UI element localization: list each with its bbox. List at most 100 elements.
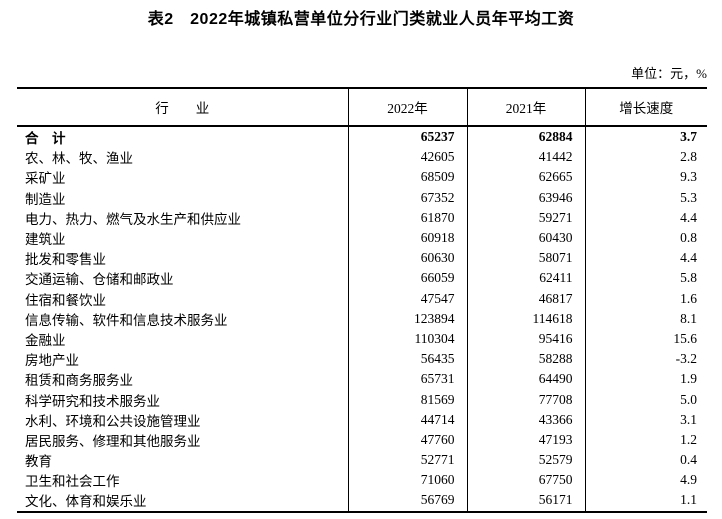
table-row: 交通运输、仓储和邮政业 66059 62411 5.8 [17, 268, 707, 289]
industry-cell: 居民服务、修理和其他服务业 [17, 429, 349, 450]
value-2021-cell: 46817 [467, 288, 586, 309]
table-row: 租赁和商务服务业 65731 64490 1.9 [17, 369, 707, 390]
growth-rate-cell: 4.4 [680, 209, 697, 225]
growth-rate-cell: 0.8 [680, 230, 697, 246]
value-2021-cell: 56171 [467, 490, 586, 512]
value-2021-cell: 41442 [467, 147, 586, 168]
table-row: 批发和零售业 60630 58071 4.4 [17, 248, 707, 269]
value-2021-cell: 47193 [467, 429, 586, 450]
value-2022-cell: 56435 [348, 349, 468, 370]
value-2022-cell: 68509 [348, 167, 468, 188]
value-2022-cell: 56769 [348, 490, 468, 512]
table-row: 房地产业 56435 58288 -3.2 [17, 349, 707, 370]
industry-cell: 合 计 [17, 126, 349, 148]
value-2022-cell: 60918 [348, 227, 468, 249]
value-2021-cell: 43366 [467, 409, 586, 430]
industry-cell: 建筑业 [17, 227, 349, 249]
growth-rate-cell: 3.1 [680, 411, 697, 427]
value-2022-cell: 44714 [348, 409, 468, 430]
value-2022-cell: 65237 [348, 126, 468, 148]
growth-rate-cell: 3.7 [680, 129, 697, 145]
growth-rate-cell: 5.3 [680, 189, 697, 205]
table-row: 农、林、牧、渔业 42605 41442 2.8 [17, 147, 707, 168]
growth-rate-cell: 9.3 [680, 169, 697, 185]
value-2022-cell: 65731 [348, 369, 468, 390]
industry-cell: 农、林、牧、渔业 [17, 147, 349, 168]
industry-cell: 住宿和餐饮业 [17, 288, 349, 309]
table-row: 水利、环境和公共设施管理业 44714 43366 3.1 [17, 409, 707, 430]
table-row: 金融业 110304 95416 15.6 [17, 328, 707, 350]
value-2022-cell: 47547 [348, 288, 468, 309]
industry-cell: 租赁和商务服务业 [17, 369, 349, 390]
column-header-2021: 2021年 [467, 88, 586, 126]
value-2021-cell: 67750 [467, 470, 586, 491]
growth-rate-cell: 5.8 [680, 270, 697, 286]
industry-cell: 电力、热力、燃气及水生产和供应业 [17, 207, 349, 228]
growth-rate-cell: 0.4 [680, 452, 697, 468]
table-header: 行 业 2022年 2021年 增长速度 [17, 88, 707, 126]
table-row: 制造业 67352 63946 5.3 [17, 187, 707, 208]
value-2021-cell: 95416 [467, 328, 586, 350]
industry-cell: 科学研究和技术服务业 [17, 389, 349, 410]
column-header-industry: 行 业 [17, 88, 349, 126]
table-row: 建筑业 60918 60430 0.8 [17, 227, 707, 249]
table-row: 电力、热力、燃气及水生产和供应业 61870 59271 4.4 [17, 207, 707, 228]
industry-cell: 金融业 [17, 328, 349, 350]
growth-rate-cell: 2.8 [680, 149, 697, 165]
value-2021-cell: 59271 [467, 207, 586, 228]
table-row: 采矿业 68509 62665 9.3 [17, 167, 707, 188]
value-2022-cell: 71060 [348, 470, 468, 491]
industry-cell: 制造业 [17, 187, 349, 208]
table-row: 卫生和社会工作 71060 67750 4.9 [17, 470, 707, 491]
value-2021-cell: 52579 [467, 450, 586, 471]
value-2022-cell: 42605 [348, 147, 468, 168]
page-title: 表2 2022年城镇私营单位分行业门类就业人员年平均工资 [147, 11, 575, 28]
wage-table: 行 业 2022年 2021年 增长速度 合 计 65237 62884 3.7 农、林、牧、… [17, 87, 707, 513]
value-2021-cell: 77708 [467, 389, 586, 410]
growth-rate-cell: 5.0 [680, 391, 697, 407]
value-2021-cell: 63946 [467, 187, 586, 208]
industry-cell: 房地产业 [17, 349, 349, 370]
industry-cell: 交通运输、仓储和邮政业 [17, 268, 349, 289]
growth-rate-cell: 1.6 [680, 290, 697, 306]
table-row: 合 计 65237 62884 3.7 [17, 126, 707, 148]
table-row: 信息传输、软件和信息技术服务业 123894 114618 8.1 [17, 308, 707, 329]
industry-cell: 卫生和社会工作 [17, 470, 349, 491]
value-2021-cell: 62665 [467, 167, 586, 188]
value-2022-cell: 47760 [348, 429, 468, 450]
value-2021-cell: 62411 [467, 268, 586, 289]
value-2022-cell: 67352 [348, 187, 468, 208]
value-2021-cell: 64490 [467, 369, 586, 390]
industry-cell: 信息传输、软件和信息技术服务业 [17, 308, 349, 329]
value-2021-cell: 58288 [467, 349, 586, 370]
unit-note: 单位：元，% [631, 66, 707, 81]
table-row: 教育 52771 52579 0.4 [17, 450, 707, 471]
table-row: 文化、体育和娱乐业 56769 56171 1.1 [17, 490, 707, 512]
value-2021-cell: 62884 [467, 126, 586, 148]
growth-rate-cell: 4.4 [680, 250, 697, 266]
industry-cell: 采矿业 [17, 167, 349, 188]
value-2022-cell: 81569 [348, 389, 468, 410]
table-row: 居民服务、修理和其他服务业 47760 47193 1.2 [17, 429, 707, 450]
growth-rate-cell: 1.1 [680, 492, 697, 508]
column-header-growth: 增长速度 [619, 101, 674, 116]
column-header-2022: 2022年 [348, 88, 468, 126]
table-body: 合 计 65237 62884 3.7 农、林、牧、渔业 42605 41442 2.8 采矿业… [17, 126, 707, 512]
industry-cell: 批发和零售业 [17, 248, 349, 269]
table-row: 科学研究和技术服务业 81569 77708 5.0 [17, 389, 707, 410]
value-2021-cell: 58071 [467, 248, 586, 269]
value-2022-cell: 61870 [348, 207, 468, 228]
value-2021-cell: 60430 [467, 227, 586, 249]
value-2022-cell: 110304 [348, 328, 468, 350]
value-2022-cell: 52771 [348, 450, 468, 471]
value-2021-cell: 114618 [467, 308, 586, 329]
growth-rate-cell: 1.2 [680, 431, 697, 447]
growth-rate-cell: 1.9 [680, 371, 697, 387]
value-2022-cell: 66059 [348, 268, 468, 289]
growth-rate-cell: -3.2 [675, 351, 697, 367]
industry-cell: 水利、环境和公共设施管理业 [17, 409, 349, 430]
growth-rate-cell: 8.1 [680, 310, 697, 326]
value-2022-cell: 123894 [348, 308, 468, 329]
value-2022-cell: 60630 [348, 248, 468, 269]
industry-cell: 文化、体育和娱乐业 [17, 490, 349, 512]
